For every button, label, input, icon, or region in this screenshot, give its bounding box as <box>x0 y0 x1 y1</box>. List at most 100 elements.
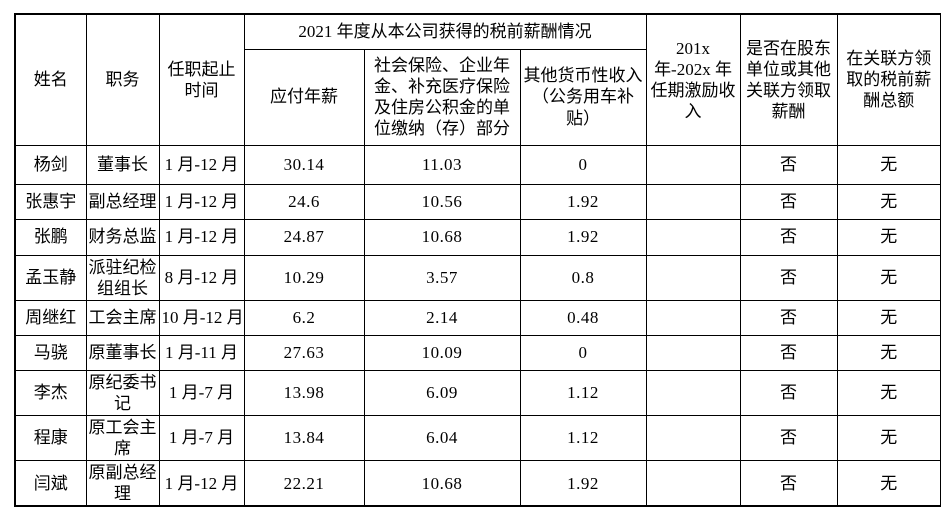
cell-annual-salary: 30.14 <box>243 144 365 185</box>
cell-term-incentive <box>645 414 741 461</box>
cell-social-insurance: 10.68 <box>363 218 521 256</box>
cell-related-party-flag: 否 <box>739 414 838 461</box>
cell-related-party-flag: 否 <box>739 459 838 507</box>
cell-social-insurance: 6.04 <box>363 414 521 461</box>
cell-annual-salary: 6.2 <box>243 299 365 336</box>
cell-related-party-flag: 否 <box>739 183 838 220</box>
cell-term-incentive <box>645 254 741 301</box>
col-header-related-party-pay-flag: 是否在股东单位或其他关联方领取薪酬 <box>739 13 838 146</box>
cell-annual-salary: 13.98 <box>243 369 365 416</box>
cell-other-income: 1.12 <box>519 414 647 461</box>
col-header-name: 姓名 <box>14 13 87 146</box>
cell-term-incentive <box>645 144 741 185</box>
cell-position: 工会主席 <box>85 299 160 336</box>
cell-related-party-total: 无 <box>836 254 941 301</box>
cell-term-incentive <box>645 218 741 256</box>
document-sheet: 姓名 职务 任职起止时间 2021 年度从本公司获得的税前薪酬情况 201x 年… <box>14 13 941 507</box>
cell-annual-salary: 13.84 <box>243 414 365 461</box>
cell-other-income: 0 <box>519 144 647 185</box>
cell-term: 1 月-12 月 <box>158 144 245 185</box>
cell-position: 派驻纪检组组长 <box>85 254 160 301</box>
table-row: 马骁 原董事长 1 月-11 月 27.63 10.09 0 否 无 <box>14 334 941 371</box>
cell-term-incentive <box>645 334 741 371</box>
cell-related-party-total: 无 <box>836 218 941 256</box>
cell-related-party-total: 无 <box>836 299 941 336</box>
table-row: 李杰 原纪委书记 1 月-7 月 13.98 6.09 1.12 否 无 <box>14 369 941 416</box>
cell-related-party-total: 无 <box>836 414 941 461</box>
table-row: 程康 原工会主席 1 月-7 月 13.84 6.04 1.12 否 无 <box>14 414 941 461</box>
cell-social-insurance: 10.56 <box>363 183 521 220</box>
cell-annual-salary: 24.87 <box>243 218 365 256</box>
cell-position: 原纪委书记 <box>85 369 160 416</box>
cell-related-party-flag: 否 <box>739 144 838 185</box>
table-row: 闫斌 原副总经理 1 月-12 月 22.21 10.68 1.92 否 无 <box>14 459 941 507</box>
cell-term-incentive <box>645 299 741 336</box>
cell-related-party-flag: 否 <box>739 369 838 416</box>
header-row-group: 姓名 职务 任职起止时间 2021 年度从本公司获得的税前薪酬情况 201x 年… <box>14 13 941 146</box>
col-header-social-insurance: 社会保险、企业年金、补充医疗保险及住房公积金的单位缴纳（存）部分 <box>363 48 521 146</box>
cell-annual-salary: 22.21 <box>243 459 365 507</box>
cell-related-party-flag: 否 <box>739 299 838 336</box>
table-row: 张惠宇 副总经理 1 月-12 月 24.6 10.56 1.92 否 无 <box>14 183 941 220</box>
cell-social-insurance: 10.09 <box>363 334 521 371</box>
cell-term: 8 月-12 月 <box>158 254 245 301</box>
cell-term: 1 月-11 月 <box>158 334 245 371</box>
cell-other-income: 0 <box>519 334 647 371</box>
col-header-annual-salary: 应付年薪 <box>243 48 365 146</box>
cell-annual-salary: 24.6 <box>243 183 365 220</box>
cell-other-income: 1.92 <box>519 459 647 507</box>
cell-related-party-flag: 否 <box>739 254 838 301</box>
cell-term-incentive <box>645 183 741 220</box>
cell-social-insurance: 3.57 <box>363 254 521 301</box>
col-header-term: 任职起止时间 <box>158 13 245 146</box>
cell-other-income: 0.8 <box>519 254 647 301</box>
group-header-2021-compensation: 2021 年度从本公司获得的税前薪酬情况 <box>243 13 647 50</box>
cell-name: 李杰 <box>14 369 87 416</box>
compensation-table: 姓名 职务 任职起止时间 2021 年度从本公司获得的税前薪酬情况 201x 年… <box>14 13 941 507</box>
cell-annual-salary: 27.63 <box>243 334 365 371</box>
cell-name: 张鹏 <box>14 218 87 256</box>
cell-term-incentive <box>645 369 741 416</box>
header-row-sub: 应付年薪 社会保险、企业年金、补充医疗保险及住房公积金的单位缴纳（存）部分 其他… <box>15 48 941 146</box>
cell-other-income: 0.48 <box>519 299 647 336</box>
cell-name: 马骁 <box>14 334 87 371</box>
cell-name: 闫斌 <box>14 459 87 507</box>
cell-related-party-total: 无 <box>836 183 941 220</box>
cell-position: 原董事长 <box>85 334 160 371</box>
col-header-related-party-pay-total: 在关联方领取的税前薪酬总额 <box>836 13 941 146</box>
cell-social-insurance: 11.03 <box>363 144 521 185</box>
table-row: 杨剑 董事长 1 月-12 月 30.14 11.03 0 否 无 <box>14 144 941 185</box>
cell-other-income: 1.12 <box>519 369 647 416</box>
cell-position: 董事长 <box>85 144 160 185</box>
cell-term: 1 月-12 月 <box>158 459 245 507</box>
cell-term: 1 月-7 月 <box>158 414 245 461</box>
table-row: 张鹏 财务总监 1 月-12 月 24.87 10.68 1.92 否 无 <box>14 218 941 256</box>
cell-other-income: 1.92 <box>519 183 647 220</box>
col-header-other-monetary-income: 其他货币性收入（公务用车补贴） <box>519 48 647 146</box>
cell-term-incentive <box>645 459 741 507</box>
cell-position: 副总经理 <box>85 183 160 220</box>
cell-term: 10 月-12 月 <box>158 299 245 336</box>
col-header-term-incentive-income: 201x 年-202x 年任期激励收入 <box>645 13 741 146</box>
cell-related-party-flag: 否 <box>739 334 838 371</box>
cell-other-income: 1.92 <box>519 218 647 256</box>
cell-social-insurance: 2.14 <box>363 299 521 336</box>
cell-position: 财务总监 <box>85 218 160 256</box>
cell-name: 杨剑 <box>14 144 87 185</box>
col-header-position: 职务 <box>85 13 160 146</box>
cell-related-party-total: 无 <box>836 144 941 185</box>
cell-related-party-total: 无 <box>836 459 941 507</box>
cell-term: 1 月-7 月 <box>158 369 245 416</box>
cell-annual-salary: 10.29 <box>243 254 365 301</box>
cell-position: 原副总经理 <box>85 459 160 507</box>
cell-position: 原工会主席 <box>85 414 160 461</box>
cell-social-insurance: 10.68 <box>363 459 521 507</box>
cell-related-party-flag: 否 <box>739 218 838 256</box>
cell-name: 孟玉静 <box>14 254 87 301</box>
table-row: 周继红 工会主席 10 月-12 月 6.2 2.14 0.48 否 无 <box>14 299 941 336</box>
cell-name: 程康 <box>14 414 87 461</box>
cell-name: 周继红 <box>14 299 87 336</box>
cell-term: 1 月-12 月 <box>158 218 245 256</box>
table-row: 孟玉静 派驻纪检组组长 8 月-12 月 10.29 3.57 0.8 否 无 <box>14 254 941 301</box>
cell-name: 张惠宇 <box>14 183 87 220</box>
